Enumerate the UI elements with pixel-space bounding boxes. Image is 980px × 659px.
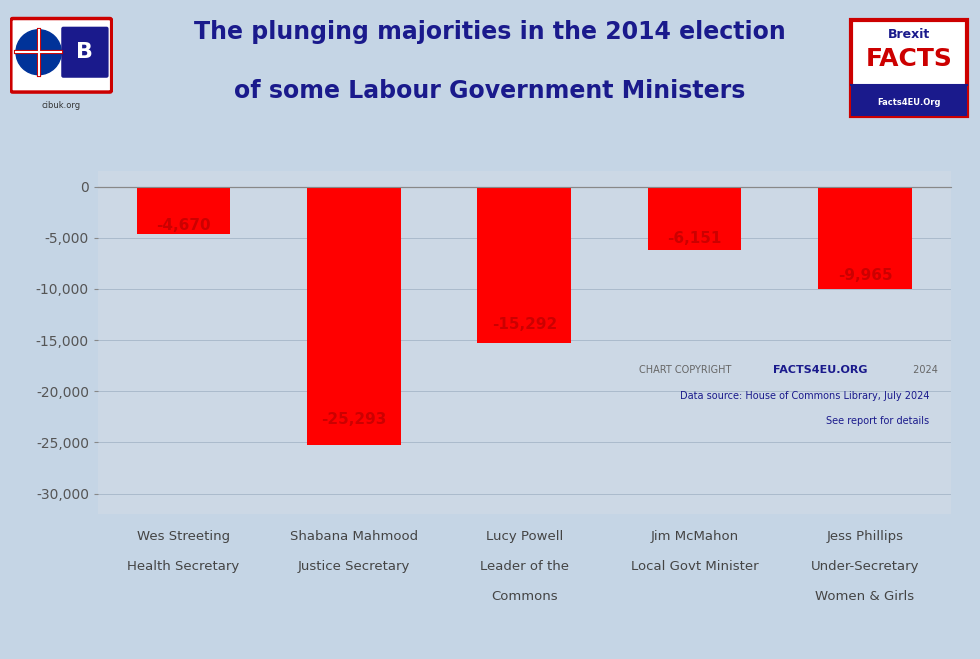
Bar <box>648 186 742 250</box>
Text: CHART COPYRIGHT: CHART COPYRIGHT <box>639 365 735 375</box>
Text: 2024: 2024 <box>909 365 938 375</box>
Text: Women & Girls: Women & Girls <box>815 590 914 603</box>
Text: Data source: House of Commons Library, July 2024: Data source: House of Commons Library, J… <box>680 391 929 401</box>
Text: FACTS: FACTS <box>865 47 953 71</box>
Bar <box>477 186 571 343</box>
Text: B: B <box>76 42 93 62</box>
Bar <box>137 186 230 235</box>
Text: Shabana Mahmood: Shabana Mahmood <box>290 530 418 544</box>
Text: Local Govt Minister: Local Govt Minister <box>631 560 759 573</box>
Text: Justice Secretary: Justice Secretary <box>298 560 411 573</box>
Text: -4,670: -4,670 <box>156 218 211 233</box>
Text: Commons: Commons <box>491 590 558 603</box>
Text: cibuk.org: cibuk.org <box>42 101 80 110</box>
Text: -25,293: -25,293 <box>321 412 387 427</box>
Text: See report for details: See report for details <box>826 416 929 426</box>
FancyBboxPatch shape <box>61 27 109 78</box>
Text: The plunging majorities in the 2014 election: The plunging majorities in the 2014 elec… <box>194 20 786 43</box>
Bar <box>818 186 911 289</box>
Text: Wes Streeting: Wes Streeting <box>137 530 230 544</box>
Text: Jim McMahon: Jim McMahon <box>651 530 739 544</box>
FancyBboxPatch shape <box>11 18 112 92</box>
Text: -15,292: -15,292 <box>492 317 557 332</box>
Text: Facts4EU.Org: Facts4EU.Org <box>877 98 941 107</box>
FancyBboxPatch shape <box>852 20 966 115</box>
Text: Leader of the: Leader of the <box>480 560 568 573</box>
Text: Brexit: Brexit <box>888 28 930 42</box>
Text: Health Secretary: Health Secretary <box>127 560 240 573</box>
Text: Jess Phillips: Jess Phillips <box>826 530 904 544</box>
Text: -9,965: -9,965 <box>838 268 893 283</box>
Text: Under-Secretary: Under-Secretary <box>810 560 919 573</box>
Bar <box>307 186 401 445</box>
Text: -6,151: -6,151 <box>667 231 722 246</box>
Text: of some Labour Government Ministers: of some Labour Government Ministers <box>234 79 746 103</box>
Bar <box>852 85 966 115</box>
Text: FACTS4EU.ORG: FACTS4EU.ORG <box>773 365 867 375</box>
Text: Lucy Powell: Lucy Powell <box>486 530 563 544</box>
Circle shape <box>16 30 61 74</box>
